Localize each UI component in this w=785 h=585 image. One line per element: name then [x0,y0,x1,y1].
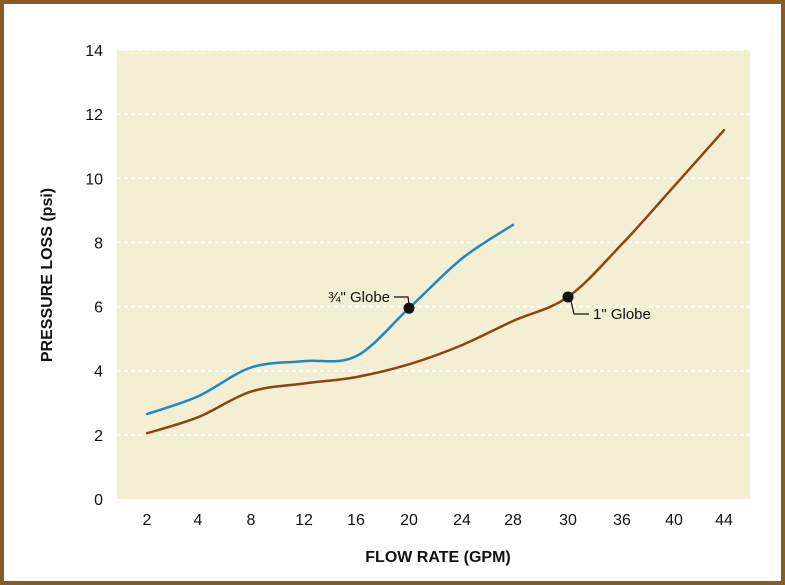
y-tick-label: 6 [94,300,103,317]
x-tick-label: 28 [504,512,522,529]
y-tick-label: 12 [85,107,103,124]
y-tick-label: 4 [94,364,103,381]
x-tick-label: 30 [559,512,577,529]
series-marker [562,291,574,303]
annotations: ¾" Globe 1" Globe [328,289,651,323]
leader-line [570,300,589,315]
x-tick-label: 4 [194,512,203,529]
x-tick-label: 16 [347,512,365,529]
leader-line [394,296,410,305]
plot-area [117,50,750,499]
series-layer [145,128,726,435]
grid [117,49,750,436]
x-tick-label: 44 [715,512,733,529]
series-line-0 [145,223,515,416]
series-label-1-globe: 1" Globe [593,306,651,323]
x-axis: 2 4 8 12 16 20 24 28 30 36 40 44 [143,512,733,529]
x-tick-label: 12 [295,512,313,529]
series-label-3-4-globe: ¾" Globe [328,289,390,306]
x-tick-label: 24 [453,512,471,529]
y-tick-label: 8 [94,235,103,252]
x-tick-label: 2 [143,512,152,529]
series-marker [403,302,415,314]
y-tick-label: 0 [94,492,103,509]
x-tick-label: 20 [400,512,418,529]
y-tick-label: 14 [85,43,103,60]
y-axis: 0 2 4 6 8 10 12 14 [85,43,103,509]
series-line-1 [145,128,726,435]
x-axis-title: FLOW RATE (GPM) [365,549,510,566]
x-tick-label: 40 [665,512,683,529]
x-tick-label: 36 [613,512,631,529]
x-tick-label: 8 [247,512,256,529]
y-axis-title: PRESSURE LOSS (psi) [39,188,56,362]
y-tick-label: 10 [85,171,103,188]
y-tick-label: 2 [94,428,103,445]
